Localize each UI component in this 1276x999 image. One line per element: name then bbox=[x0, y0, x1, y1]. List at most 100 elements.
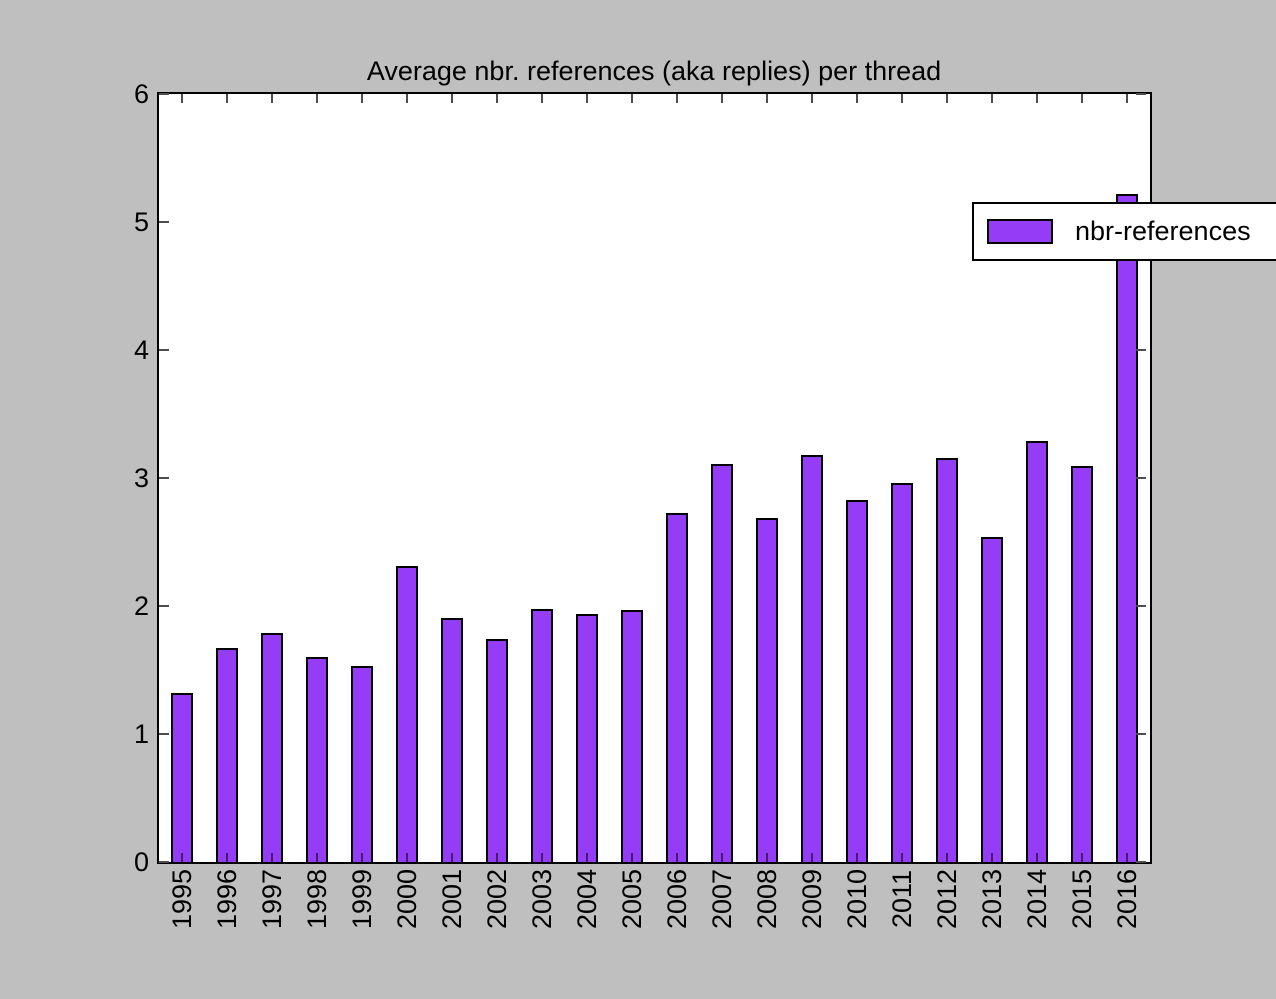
bar-2011 bbox=[891, 483, 914, 862]
x-tick-bottom bbox=[1081, 853, 1084, 862]
chart-title: Average nbr. references (aka replies) pe… bbox=[366, 56, 942, 86]
x-tick-bottom bbox=[766, 853, 769, 862]
x-axis-label-2008: 2008 bbox=[751, 868, 782, 930]
bar-2000 bbox=[395, 566, 418, 862]
x-axis-label-2010: 2010 bbox=[841, 868, 872, 930]
bars-layer bbox=[159, 94, 1150, 862]
bar-2016 bbox=[1116, 194, 1139, 862]
x-tick-top bbox=[495, 94, 498, 103]
y-axis-label-2: 2 bbox=[133, 591, 149, 621]
x-tick-bottom bbox=[676, 853, 679, 862]
ticks-layer bbox=[159, 93, 1150, 863]
bar-1995 bbox=[170, 693, 193, 862]
x-axis-label-2003: 2003 bbox=[526, 868, 557, 930]
x-axis-label-2011: 2011 bbox=[886, 869, 917, 929]
x-tick-top bbox=[1081, 94, 1084, 103]
y-tick-right bbox=[1136, 93, 1146, 95]
y-tick-right bbox=[1136, 477, 1146, 479]
bar-2006 bbox=[666, 513, 689, 862]
bar-2002 bbox=[485, 639, 508, 862]
bar-2004 bbox=[575, 614, 598, 862]
x-tick-top bbox=[270, 94, 273, 103]
x-tick-top bbox=[946, 94, 949, 103]
y-tick-left bbox=[159, 861, 169, 863]
x-tick-top bbox=[1126, 94, 1129, 103]
x-tick-bottom bbox=[495, 853, 498, 862]
bar-2012 bbox=[936, 458, 959, 862]
x-tick-bottom bbox=[540, 853, 543, 862]
x-axis-label-2005: 2005 bbox=[616, 868, 647, 930]
x-axis-label-2004: 2004 bbox=[571, 868, 602, 930]
x-tick-bottom bbox=[270, 853, 273, 862]
x-tick-bottom bbox=[585, 853, 588, 862]
x-axis-label-2014: 2014 bbox=[1021, 868, 1052, 930]
x-tick-top bbox=[180, 94, 183, 103]
x-axis-label-1996: 1996 bbox=[211, 868, 242, 930]
bar-2008 bbox=[756, 518, 779, 862]
x-tick-bottom bbox=[405, 853, 408, 862]
bar-2014 bbox=[1026, 441, 1049, 862]
x-tick-bottom bbox=[1036, 853, 1039, 862]
y-tick-right bbox=[1136, 733, 1146, 735]
x-axis-label-2013: 2013 bbox=[976, 868, 1007, 930]
x-tick-top bbox=[585, 94, 588, 103]
x-axis-label-2006: 2006 bbox=[661, 868, 692, 930]
x-tick-top bbox=[630, 94, 633, 103]
x-tick-top bbox=[991, 94, 994, 103]
bar-2015 bbox=[1071, 466, 1094, 862]
x-tick-bottom bbox=[901, 853, 904, 862]
y-tick-left bbox=[159, 733, 169, 735]
x-axis-label-2015: 2015 bbox=[1066, 868, 1097, 930]
x-tick-top bbox=[315, 94, 318, 103]
y-tick-right bbox=[1136, 861, 1146, 863]
y-axis-label-3: 3 bbox=[133, 463, 149, 493]
x-tick-bottom bbox=[315, 853, 318, 862]
plot-area: nbr-references bbox=[157, 92, 1276, 864]
x-axis-label-2001: 2001 bbox=[436, 868, 467, 930]
y-tick-right bbox=[1136, 605, 1146, 607]
x-tick-bottom bbox=[946, 853, 949, 862]
y-axis-label-0: 0 bbox=[133, 847, 149, 877]
x-tick-bottom bbox=[721, 853, 724, 862]
y-tick-left bbox=[159, 93, 169, 95]
x-axis-label-2012: 2012 bbox=[931, 868, 962, 930]
bar-2010 bbox=[846, 500, 869, 862]
legend: nbr-references bbox=[972, 202, 1276, 261]
legend-label: nbr-references bbox=[1075, 216, 1251, 246]
y-axis-label-6: 6 bbox=[133, 79, 149, 109]
x-axis-label-2009: 2009 bbox=[796, 868, 827, 930]
x-axis-label-1999: 1999 bbox=[346, 868, 377, 930]
x-tick-top bbox=[405, 94, 408, 103]
x-tick-bottom bbox=[811, 853, 814, 862]
x-tick-top bbox=[901, 94, 904, 103]
bar-1997 bbox=[260, 633, 283, 862]
x-axis-label-1997: 1997 bbox=[256, 868, 287, 930]
x-tick-top bbox=[676, 94, 679, 103]
x-tick-top bbox=[766, 94, 769, 103]
bar-1996 bbox=[215, 648, 238, 862]
x-tick-top bbox=[540, 94, 543, 103]
y-tick-right bbox=[1136, 349, 1146, 351]
x-tick-bottom bbox=[225, 853, 228, 862]
x-axis-label-2002: 2002 bbox=[481, 868, 512, 930]
x-tick-bottom bbox=[630, 853, 633, 862]
bar-2001 bbox=[440, 618, 463, 862]
x-axis-label-2000: 2000 bbox=[391, 868, 422, 930]
bar-2005 bbox=[620, 610, 643, 862]
x-tick-top bbox=[721, 94, 724, 103]
x-tick-bottom bbox=[360, 853, 363, 862]
x-tick-bottom bbox=[991, 853, 994, 862]
y-tick-left bbox=[159, 349, 169, 351]
x-tick-top bbox=[450, 94, 453, 103]
bar-1998 bbox=[305, 657, 328, 862]
x-tick-top bbox=[856, 94, 859, 103]
x-axis-label-1995: 1995 bbox=[166, 868, 197, 930]
x-tick-bottom bbox=[180, 853, 183, 862]
bar-1999 bbox=[350, 666, 373, 862]
y-tick-left bbox=[159, 477, 169, 479]
legend-swatch bbox=[987, 219, 1053, 244]
y-axis-label-4: 4 bbox=[133, 335, 149, 365]
x-axis-label-2007: 2007 bbox=[706, 868, 737, 930]
bar-2013 bbox=[981, 537, 1004, 862]
x-tick-top bbox=[360, 94, 363, 103]
